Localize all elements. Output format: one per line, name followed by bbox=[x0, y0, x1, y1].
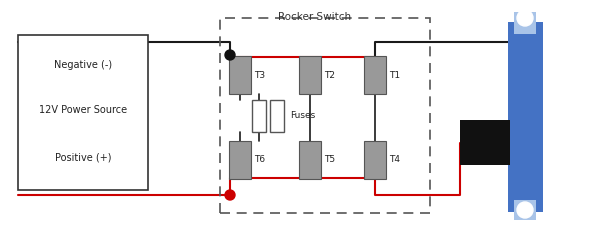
Bar bbox=[299, 56, 321, 94]
Bar bbox=[514, 12, 536, 34]
Bar bbox=[364, 141, 386, 179]
Text: T3: T3 bbox=[254, 71, 265, 80]
Bar bbox=[18, 35, 148, 190]
Bar bbox=[299, 141, 321, 179]
Circle shape bbox=[225, 50, 235, 60]
Bar bbox=[364, 56, 386, 94]
Bar bbox=[460, 120, 510, 165]
Circle shape bbox=[225, 190, 235, 200]
Text: T2: T2 bbox=[324, 71, 335, 80]
Bar bbox=[229, 141, 251, 179]
Text: T6: T6 bbox=[254, 156, 265, 164]
Bar bbox=[229, 56, 251, 94]
Text: Rocker Switch: Rocker Switch bbox=[278, 12, 352, 22]
Circle shape bbox=[517, 202, 533, 218]
Text: Fuses: Fuses bbox=[290, 111, 316, 121]
Bar bbox=[270, 100, 284, 132]
Bar bbox=[252, 100, 266, 132]
Text: T4: T4 bbox=[389, 156, 400, 164]
Text: T1: T1 bbox=[389, 71, 400, 80]
Bar bbox=[514, 200, 536, 220]
Bar bbox=[220, 18, 430, 213]
Text: Positive (+): Positive (+) bbox=[54, 153, 111, 163]
Text: Negative (-): Negative (-) bbox=[54, 60, 112, 70]
Bar bbox=[508, 22, 543, 212]
Circle shape bbox=[517, 10, 533, 26]
Text: T5: T5 bbox=[324, 156, 335, 164]
Text: 12V Power Source: 12V Power Source bbox=[39, 105, 127, 115]
